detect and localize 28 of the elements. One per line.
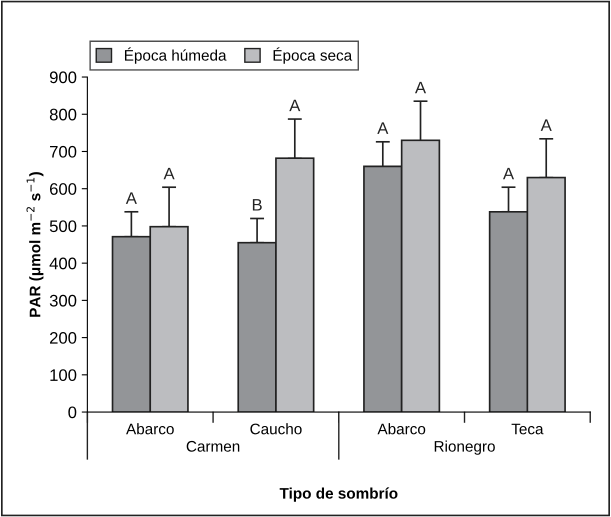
x-tick-label: Abarco — [126, 423, 174, 434]
legend-label: Época seca — [274, 47, 352, 64]
data-label: A — [414, 82, 426, 94]
y-tick-label: 600 — [50, 183, 76, 195]
y-tick-label: 300 — [50, 294, 76, 307]
data-label: B — [252, 199, 262, 211]
y-tick-label: 400 — [50, 258, 76, 270]
x-axis-title: Tipo de sombrío — [280, 487, 398, 502]
text: Rionegro — [434, 440, 495, 455]
x-tick-label: Teca — [512, 424, 544, 434]
y-tick-label: 800 — [50, 108, 76, 120]
x-tick-label: Caucho — [250, 423, 302, 434]
data-label: A — [502, 168, 514, 180]
y-axis-title: PAR (μmol m$^{−2}$ s$^{−1}$) — [26, 172, 44, 317]
data-label: A — [377, 122, 388, 134]
y-tick-label: 900 — [50, 71, 76, 84]
data-label: A — [164, 168, 175, 180]
y-tick-label: 500 — [50, 220, 76, 232]
x-tick-label: Abarco — [377, 423, 426, 434]
y-tick-label: 100 — [50, 369, 76, 382]
legend-label: Época húmeda — [124, 47, 227, 64]
data-label: A — [540, 119, 552, 131]
data-label: A — [289, 100, 300, 112]
y-tick-label: 200 — [50, 332, 76, 344]
y-tick-label: 0 — [68, 406, 76, 418]
y-tick-label: 700 — [50, 146, 76, 158]
text: Carmen — [186, 440, 240, 452]
data-label: A — [126, 192, 137, 204]
